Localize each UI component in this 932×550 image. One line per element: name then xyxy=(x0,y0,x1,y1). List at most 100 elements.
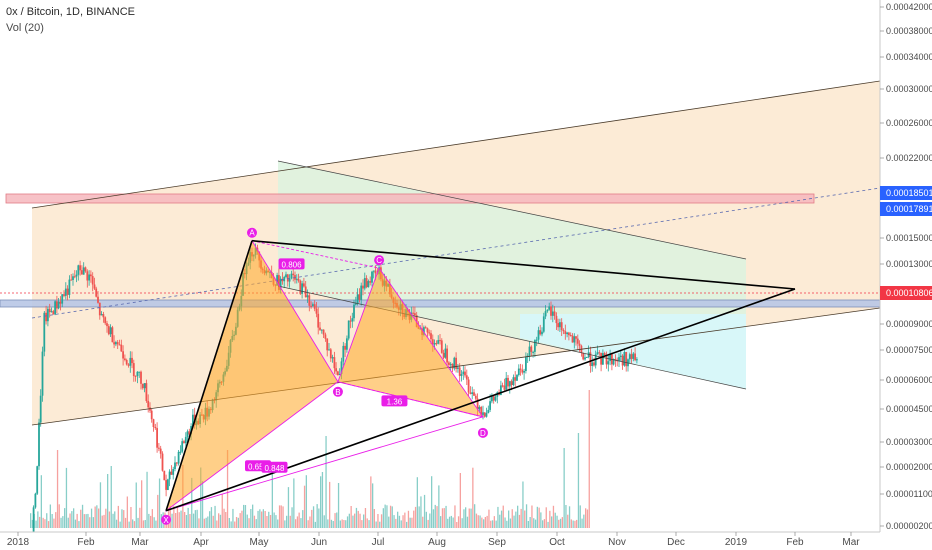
candle-body xyxy=(423,327,425,335)
candle-body xyxy=(320,329,323,331)
price-tag: 0.00018501 xyxy=(880,186,932,200)
volume-bar xyxy=(96,505,98,528)
candle-body xyxy=(34,493,37,508)
volume-bar xyxy=(531,505,533,528)
candle-body xyxy=(482,412,484,415)
target-zone-fill xyxy=(520,314,746,389)
candle-body xyxy=(541,331,543,335)
candle-body xyxy=(457,367,459,369)
candle-body xyxy=(351,318,354,322)
candle-body xyxy=(602,353,604,365)
candle-body xyxy=(125,360,128,365)
volume-bar xyxy=(89,517,91,528)
volume-bar xyxy=(121,509,123,528)
price-tick-label: 0.00004500 xyxy=(886,404,932,414)
volume-bar xyxy=(352,515,354,528)
volume-bar xyxy=(282,506,284,528)
volume-bar xyxy=(450,515,452,528)
volume-bar xyxy=(361,520,363,528)
candle-body xyxy=(566,332,568,335)
volume-bar xyxy=(366,518,368,528)
ratio-text: 1.36 xyxy=(387,397,403,406)
volume-bar xyxy=(452,517,454,528)
candle-body xyxy=(501,385,504,387)
candle-body xyxy=(90,274,92,277)
volume-bar xyxy=(130,507,132,528)
candle-body xyxy=(489,401,491,410)
symbol-title: 0x / Bitcoin, 1D, BINANCE xyxy=(6,6,135,18)
volume-bar xyxy=(303,485,306,528)
time-tick-label: Mar xyxy=(842,537,860,548)
volume-bar xyxy=(386,505,388,528)
volume-bar xyxy=(203,518,205,528)
time-tick-label: Jul xyxy=(372,537,385,548)
ratio-badge xyxy=(381,395,408,407)
volume-bar xyxy=(128,521,130,528)
time-tick-label: Feb xyxy=(786,537,804,548)
volume-bar xyxy=(141,480,143,528)
pattern-point-x: X xyxy=(161,514,172,525)
volume-bar xyxy=(60,517,62,528)
volume-bar xyxy=(230,521,232,528)
volume-bar xyxy=(286,515,288,528)
candle-body xyxy=(186,431,189,437)
volume-bar xyxy=(506,520,508,528)
volume-bar xyxy=(210,507,213,528)
candle-body xyxy=(36,466,39,494)
volume-bar xyxy=(180,510,182,528)
volume-bar xyxy=(579,505,581,528)
candle-body xyxy=(303,283,305,287)
candle-body xyxy=(458,367,461,376)
price-tag: 0.00010806 xyxy=(880,286,932,300)
candle-body xyxy=(104,317,107,324)
price-tick-label: 0.00022000 xyxy=(886,153,932,163)
candle-body xyxy=(430,333,432,340)
price-tick-label: 0.00007500 xyxy=(886,345,932,355)
candle-body xyxy=(288,278,291,282)
volume-bar xyxy=(468,508,470,528)
volume-bar xyxy=(456,522,458,528)
channel-lower-line xyxy=(31,307,881,426)
candle-body xyxy=(625,352,628,367)
candle-body xyxy=(338,374,341,375)
volume-bar xyxy=(46,513,48,528)
volume-bar xyxy=(110,466,112,528)
volume-bar xyxy=(549,510,551,528)
candle-body xyxy=(542,316,545,332)
volume-bar xyxy=(570,519,572,528)
volume-bar xyxy=(554,512,556,528)
volume-bar xyxy=(568,506,571,528)
candle-body xyxy=(575,336,577,339)
volume-bar xyxy=(493,516,495,528)
volume-bar xyxy=(51,514,53,528)
candle-body xyxy=(322,329,325,335)
candle-body xyxy=(467,379,470,393)
candle-body xyxy=(500,385,502,395)
volume-bar xyxy=(264,511,266,528)
candle-body xyxy=(82,267,85,275)
volume-bar xyxy=(576,519,578,528)
volume-bar xyxy=(461,518,463,528)
volume-bar xyxy=(37,511,39,528)
candle-body xyxy=(61,294,64,304)
time-tick-label: Feb xyxy=(77,537,95,548)
time-tick-label: Nov xyxy=(608,537,626,548)
point-marker xyxy=(374,255,385,266)
volume-bar xyxy=(146,471,148,528)
volume-bar xyxy=(173,506,175,528)
candle-body xyxy=(66,288,69,295)
candle-body xyxy=(41,351,44,396)
volume-bar xyxy=(124,517,127,528)
volume-bar xyxy=(475,513,478,528)
volume-bar xyxy=(293,478,295,528)
volume-bar xyxy=(144,520,146,528)
volume-bar xyxy=(114,511,116,528)
candle-body xyxy=(170,471,173,475)
ratio-badge xyxy=(261,461,288,473)
volume-bar xyxy=(178,512,180,528)
candle-body xyxy=(140,371,142,384)
candle-body xyxy=(424,327,427,329)
volume-bar xyxy=(153,517,155,528)
